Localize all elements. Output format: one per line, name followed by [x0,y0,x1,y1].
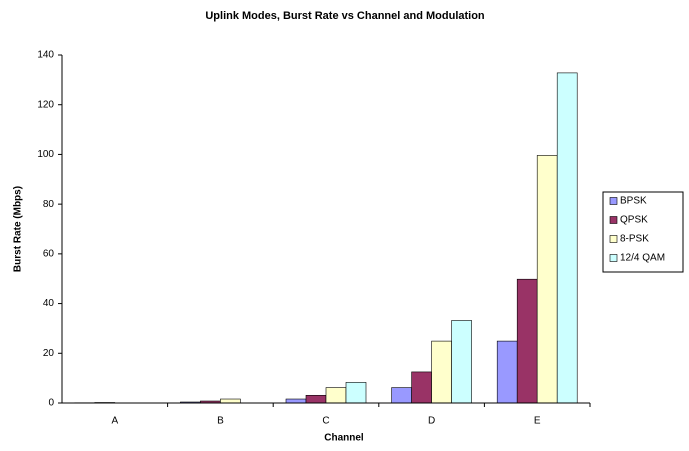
bar [556,72,578,404]
x-tick-label: D [428,416,435,427]
chart-title: Uplink Modes, Burst Rate vs Channel and … [205,10,485,22]
bar [411,371,432,404]
legend-label: QPSK [620,215,648,226]
legend-swatch [609,235,618,243]
legend-label: BPSK [620,196,647,207]
y-tick-label: 100 [37,149,54,160]
legend-swatch [609,197,618,205]
bar [220,398,241,404]
x-tick-label: B [217,416,224,427]
y-tick-label: 80 [43,199,55,210]
legend-swatch [609,216,618,224]
y-tick-label: 0 [48,398,54,409]
bar [496,340,518,404]
bar [391,387,412,404]
bar [285,398,307,404]
y-tick-label: 60 [43,248,55,259]
y-axis-label: Burst Rate (Mbps) [13,186,24,272]
y-tick-label: 40 [43,298,55,309]
x-axis-label: Channel [324,433,364,444]
legend-label: 8-PSK [620,234,649,245]
bar [325,387,347,404]
y-tick-label: 120 [37,99,54,110]
bar [345,382,367,404]
x-tick-label: C [322,416,329,427]
y-tick-label: 20 [43,348,55,359]
bar [431,340,452,404]
x-tick-label: A [111,416,118,427]
bar [516,278,538,404]
bar [305,394,327,404]
bar [536,155,558,404]
y-tick-label: 140 [37,50,54,61]
legend-swatch [609,254,618,262]
x-tick-label: E [534,416,541,427]
bar [451,320,472,404]
legend-label: 12/4 QAM [620,253,665,264]
